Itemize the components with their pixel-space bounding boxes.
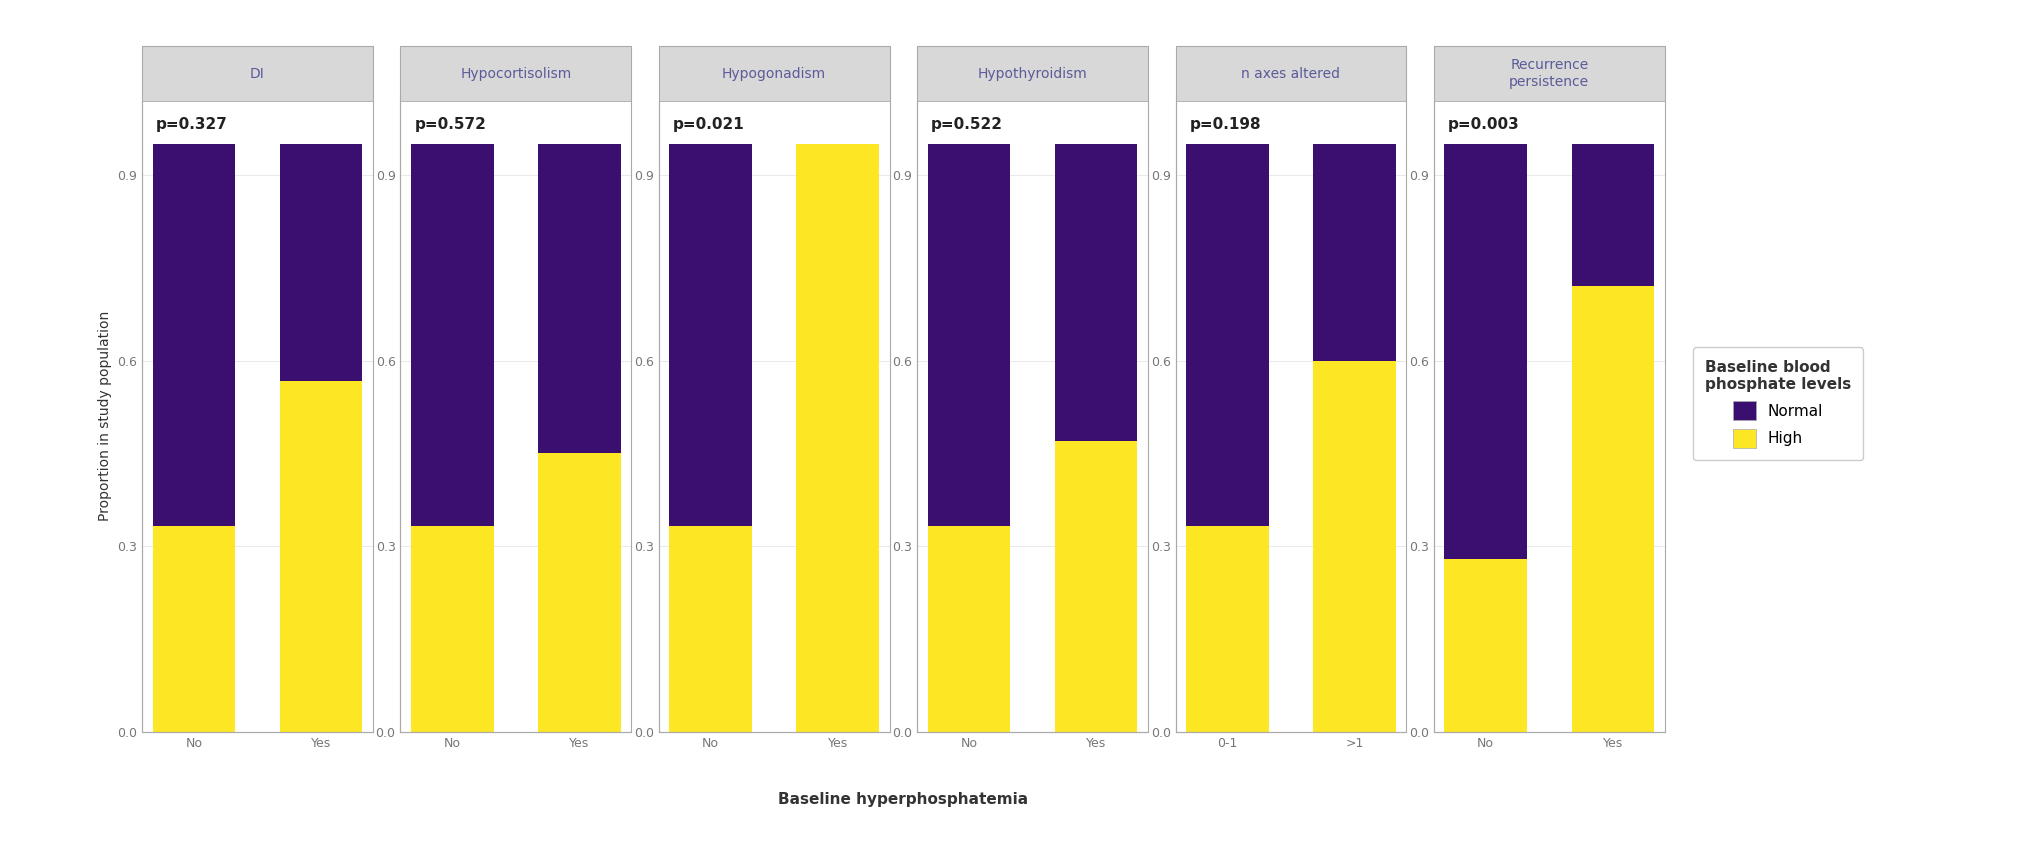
Bar: [928, 144, 1011, 526]
Text: p=0.198: p=0.198: [1190, 117, 1261, 132]
Bar: [1445, 144, 1527, 558]
Bar: [1186, 526, 1269, 732]
Bar: [152, 144, 235, 526]
Text: Baseline hyperphosphatemia: Baseline hyperphosphatemia: [777, 792, 1029, 807]
Text: p=0.003: p=0.003: [1447, 117, 1520, 132]
Y-axis label: Proportion in study population: Proportion in study population: [97, 311, 112, 521]
Bar: [670, 526, 751, 732]
Text: n axes altered: n axes altered: [1242, 66, 1340, 81]
Text: p=0.572: p=0.572: [414, 117, 485, 132]
Bar: [280, 144, 361, 381]
Bar: [538, 453, 621, 732]
Legend: Normal, High: Normal, High: [1693, 347, 1864, 460]
Bar: [1571, 287, 1654, 732]
Text: Hypocortisolism: Hypocortisolism: [461, 66, 570, 81]
Bar: [1571, 144, 1654, 287]
Text: DI: DI: [250, 66, 264, 81]
Text: Hypothyroidism: Hypothyroidism: [978, 66, 1088, 81]
Bar: [1445, 558, 1527, 732]
Bar: [538, 144, 621, 453]
Text: p=0.522: p=0.522: [932, 117, 1003, 132]
Bar: [410, 526, 493, 732]
Bar: [1186, 144, 1269, 526]
Bar: [410, 144, 493, 526]
Text: p=0.327: p=0.327: [156, 117, 227, 132]
Bar: [670, 144, 751, 526]
Bar: [280, 381, 361, 732]
Text: p=0.021: p=0.021: [672, 117, 745, 132]
Text: Recurrence
persistence: Recurrence persistence: [1508, 59, 1589, 88]
Bar: [928, 526, 1011, 732]
Bar: [152, 526, 235, 732]
Text: Hypogonadism: Hypogonadism: [723, 66, 826, 81]
Bar: [1313, 144, 1397, 361]
Bar: [796, 144, 879, 732]
Bar: [1056, 441, 1137, 732]
Bar: [1056, 144, 1137, 441]
Bar: [1313, 361, 1397, 732]
